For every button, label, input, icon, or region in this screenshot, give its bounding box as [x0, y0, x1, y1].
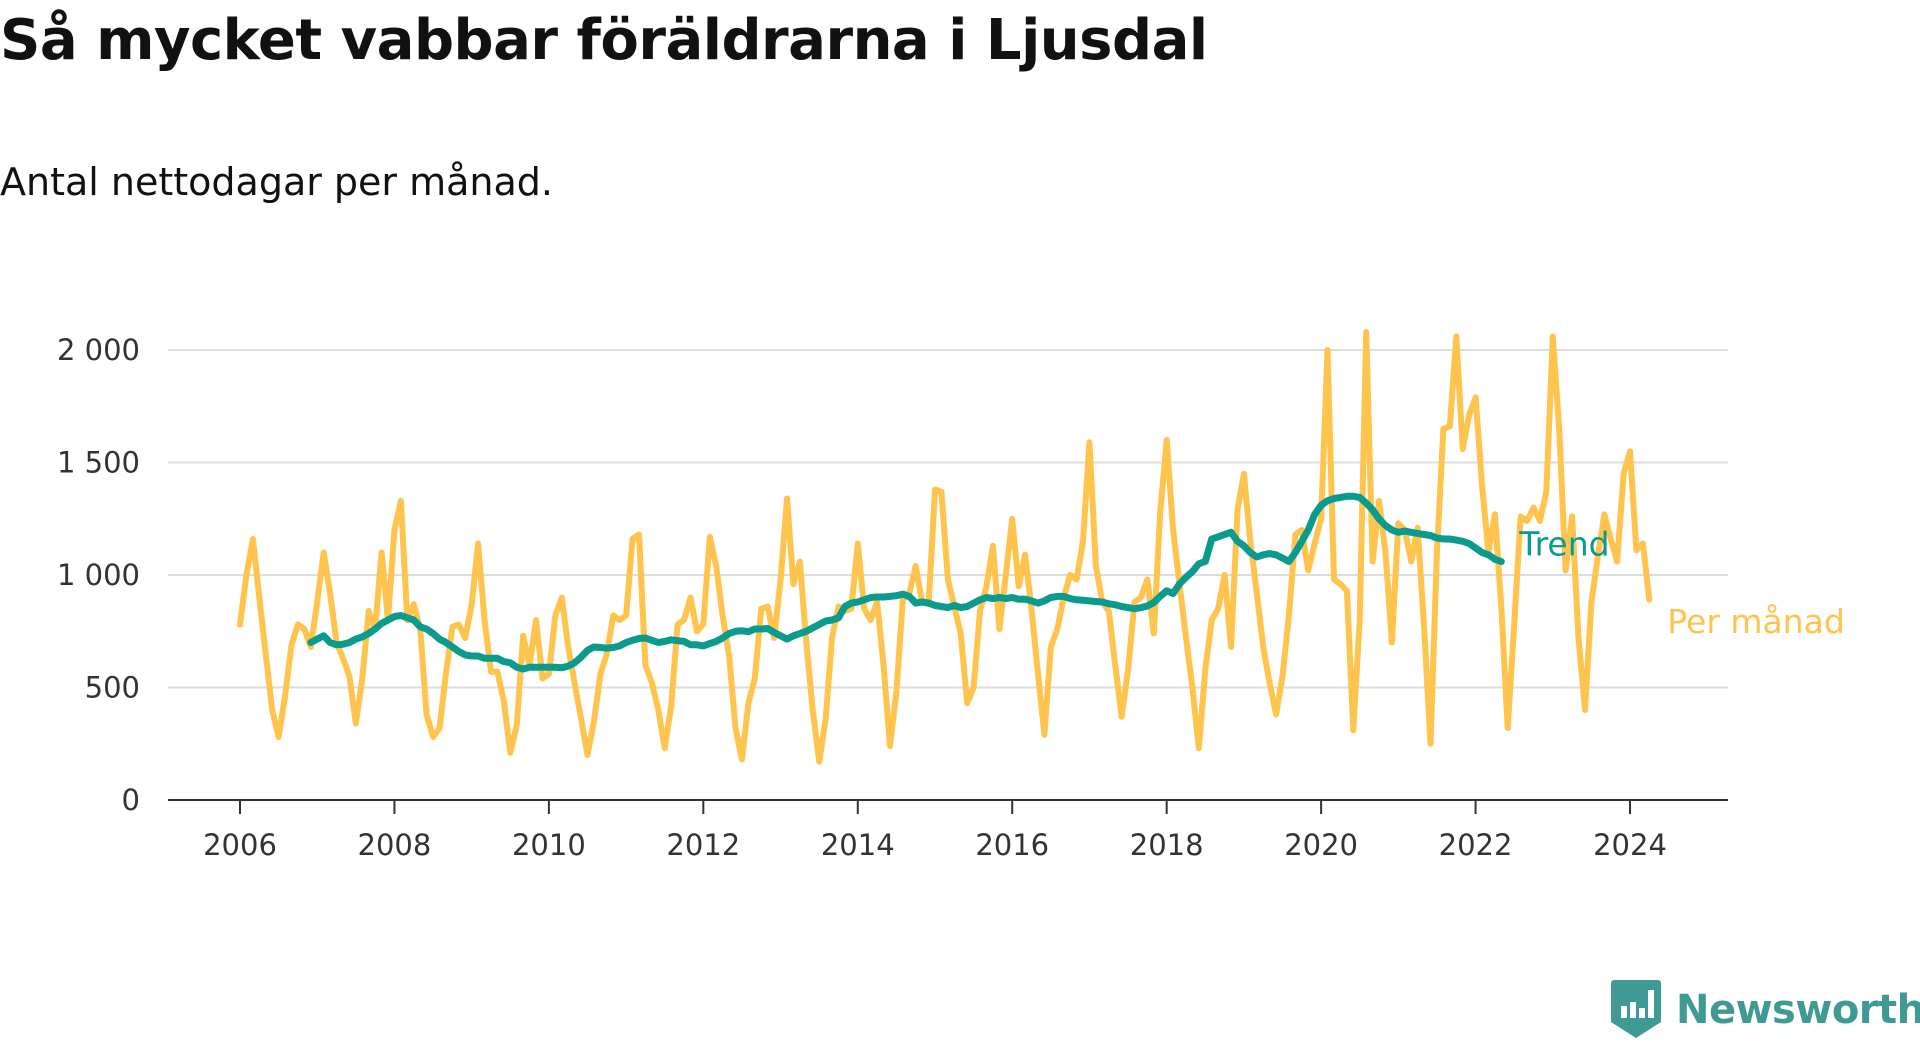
monthly-line: [237, 329, 1653, 765]
x-tick-label: 2024: [1593, 828, 1667, 862]
x-tick-label: 2022: [1439, 828, 1513, 862]
chart-title: Så mycket vabbar föräldrarna i Ljusdal: [0, 8, 1208, 73]
x-tick-label: 2006: [203, 828, 277, 862]
y-tick-label: 500: [85, 671, 140, 705]
series-labels: Per månad Trend: [1518, 525, 1845, 641]
grid-lines: [168, 349, 1728, 689]
x-tick-label: 2012: [666, 828, 740, 862]
y-tick-label: 0: [122, 783, 140, 817]
y-tick-label: 1 000: [57, 558, 140, 592]
newsworthy-logo-icon: [1611, 980, 1661, 1038]
series-lines: [237, 329, 1653, 765]
x-tick-label: 2020: [1284, 828, 1358, 862]
x-tick-label: 2014: [821, 828, 895, 862]
brand-logo: Newsworthy: [1610, 978, 1920, 1042]
trend-label: Trend: [1518, 525, 1609, 564]
y-axis-ticks: 0 500 1 000 1 500 2 000: [57, 333, 140, 817]
monthly-label: Per månad: [1667, 602, 1845, 641]
trend-line: [307, 492, 1505, 673]
x-tick-label: 2008: [358, 828, 432, 862]
y-tick-label: 1 500: [57, 446, 140, 480]
chart-subtitle: Antal nettodagar per månad.: [0, 160, 554, 204]
x-tick-label: 2018: [1130, 828, 1204, 862]
x-tick-label: 2016: [975, 828, 1049, 862]
x-tick-label: 2010: [512, 828, 586, 862]
x-axis: 2006 2008 2010 2012 2014 2016 2018 2020 2022 2024: [168, 799, 1728, 862]
y-tick-label: 2 000: [57, 333, 140, 367]
brand-name: Newsworthy: [1676, 987, 1920, 1033]
